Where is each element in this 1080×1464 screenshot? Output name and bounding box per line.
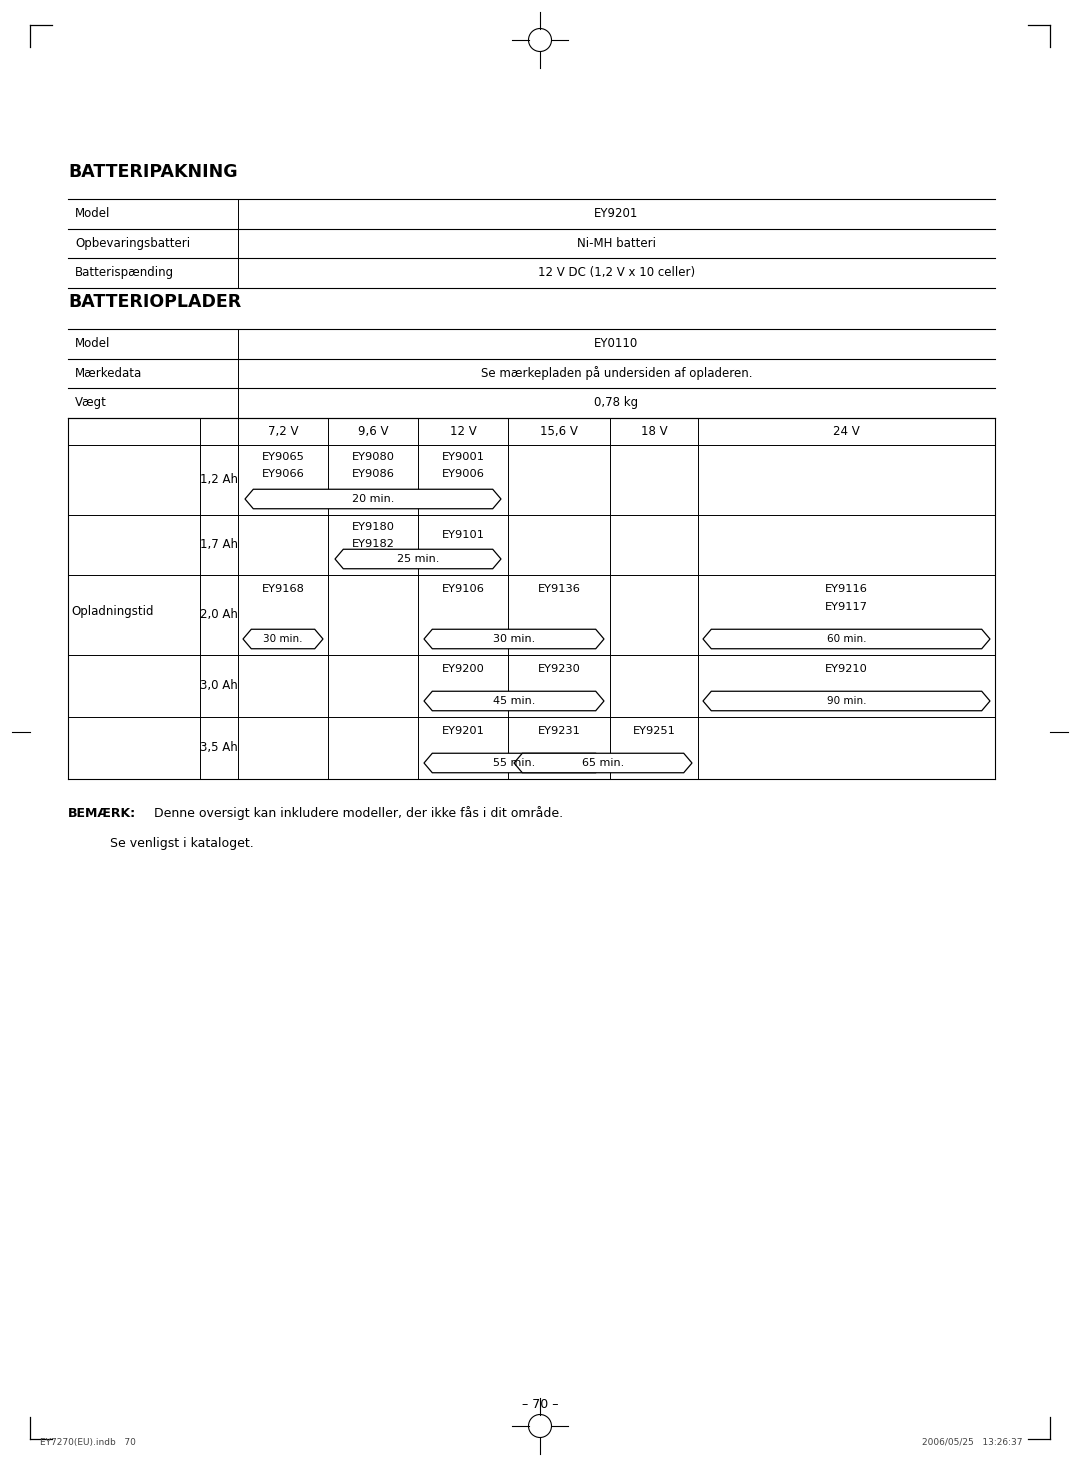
Text: 2,0 Ah: 2,0 Ah [200, 608, 238, 621]
Text: 7,2 V: 7,2 V [268, 425, 298, 438]
Text: EY9117: EY9117 [825, 602, 868, 612]
Text: Model: Model [75, 337, 110, 350]
PathPatch shape [514, 754, 692, 773]
Text: 9,6 V: 9,6 V [357, 425, 388, 438]
Text: EY9080: EY9080 [351, 451, 394, 461]
Text: 20 min.: 20 min. [352, 493, 394, 504]
Text: Se venligst i kataloget.: Se venligst i kataloget. [110, 836, 254, 849]
PathPatch shape [335, 549, 501, 568]
Text: Denne oversigt kan inkludere modeller, der ikke fås i dit område.: Denne oversigt kan inkludere modeller, d… [150, 807, 563, 820]
Text: EY9201: EY9201 [442, 726, 485, 736]
Text: 0,78 kg: 0,78 kg [594, 397, 638, 410]
Text: 30 min.: 30 min. [492, 634, 535, 644]
Text: – 70 –: – 70 – [522, 1398, 558, 1410]
Text: 1,7 Ah: 1,7 Ah [200, 537, 238, 550]
Text: Mærkedata: Mærkedata [75, 367, 143, 379]
PathPatch shape [703, 691, 990, 710]
Text: EY9136: EY9136 [538, 584, 580, 594]
Text: 2006/05/25   13:26:37: 2006/05/25 13:26:37 [922, 1438, 1023, 1446]
Text: BATTERIPAKNING: BATTERIPAKNING [68, 163, 238, 182]
PathPatch shape [424, 630, 604, 649]
Text: 12 V DC (1,2 V x 10 celler): 12 V DC (1,2 V x 10 celler) [538, 266, 696, 280]
Text: EY7270(EU).indb   70: EY7270(EU).indb 70 [40, 1438, 136, 1446]
Text: EY9168: EY9168 [261, 584, 305, 594]
Text: EY9230: EY9230 [538, 665, 580, 675]
Text: EY9182: EY9182 [352, 539, 394, 549]
Text: EY9231: EY9231 [538, 726, 580, 736]
Text: EY9200: EY9200 [442, 665, 485, 675]
Text: 18 V: 18 V [640, 425, 667, 438]
Text: EY9065: EY9065 [261, 451, 305, 461]
Text: 15,6 V: 15,6 V [540, 425, 578, 438]
Text: BATTERIOPLADER: BATTERIOPLADER [68, 293, 241, 310]
Text: 60 min.: 60 min. [827, 634, 866, 644]
Text: 25 min.: 25 min. [396, 553, 440, 564]
Text: 3,5 Ah: 3,5 Ah [200, 741, 238, 754]
PathPatch shape [703, 630, 990, 649]
Text: Vægt: Vægt [75, 397, 107, 410]
Text: EY9101: EY9101 [442, 530, 485, 540]
Text: BEMÆRK:: BEMÆRK: [68, 807, 136, 820]
Text: 12 V: 12 V [449, 425, 476, 438]
Text: 1,2 Ah: 1,2 Ah [200, 473, 238, 486]
Text: Batterispænding: Batterispænding [75, 266, 174, 280]
PathPatch shape [424, 754, 604, 773]
Text: Opladningstid: Opladningstid [71, 605, 153, 618]
Text: EY9210: EY9210 [825, 665, 868, 675]
Text: 55 min.: 55 min. [492, 758, 535, 769]
Text: 30 min.: 30 min. [264, 634, 302, 644]
Text: 3,0 Ah: 3,0 Ah [200, 679, 238, 692]
Text: EY9180: EY9180 [351, 521, 394, 531]
PathPatch shape [245, 489, 501, 509]
Text: EY0110: EY0110 [594, 337, 638, 350]
Text: EY9001: EY9001 [442, 451, 485, 461]
Text: EY9201: EY9201 [594, 208, 638, 220]
Text: Opbevaringsbatteri: Opbevaringsbatteri [75, 237, 190, 250]
Text: Ni-MH batteri: Ni-MH batteri [577, 237, 656, 250]
Text: 65 min.: 65 min. [582, 758, 624, 769]
Text: Se mærkepladen på undersiden af opladeren.: Se mærkepladen på undersiden af opladere… [481, 366, 753, 381]
Text: 24 V: 24 V [833, 425, 860, 438]
Text: EY9106: EY9106 [442, 584, 485, 594]
Text: EY9116: EY9116 [825, 584, 868, 594]
Text: EY9066: EY9066 [261, 468, 305, 479]
Text: EY9251: EY9251 [633, 726, 675, 736]
Text: Model: Model [75, 208, 110, 220]
Text: 90 min.: 90 min. [827, 695, 866, 706]
Text: EY9006: EY9006 [442, 468, 485, 479]
Text: EY9086: EY9086 [352, 468, 394, 479]
PathPatch shape [243, 630, 323, 649]
PathPatch shape [424, 691, 604, 710]
Text: 45 min.: 45 min. [492, 695, 536, 706]
